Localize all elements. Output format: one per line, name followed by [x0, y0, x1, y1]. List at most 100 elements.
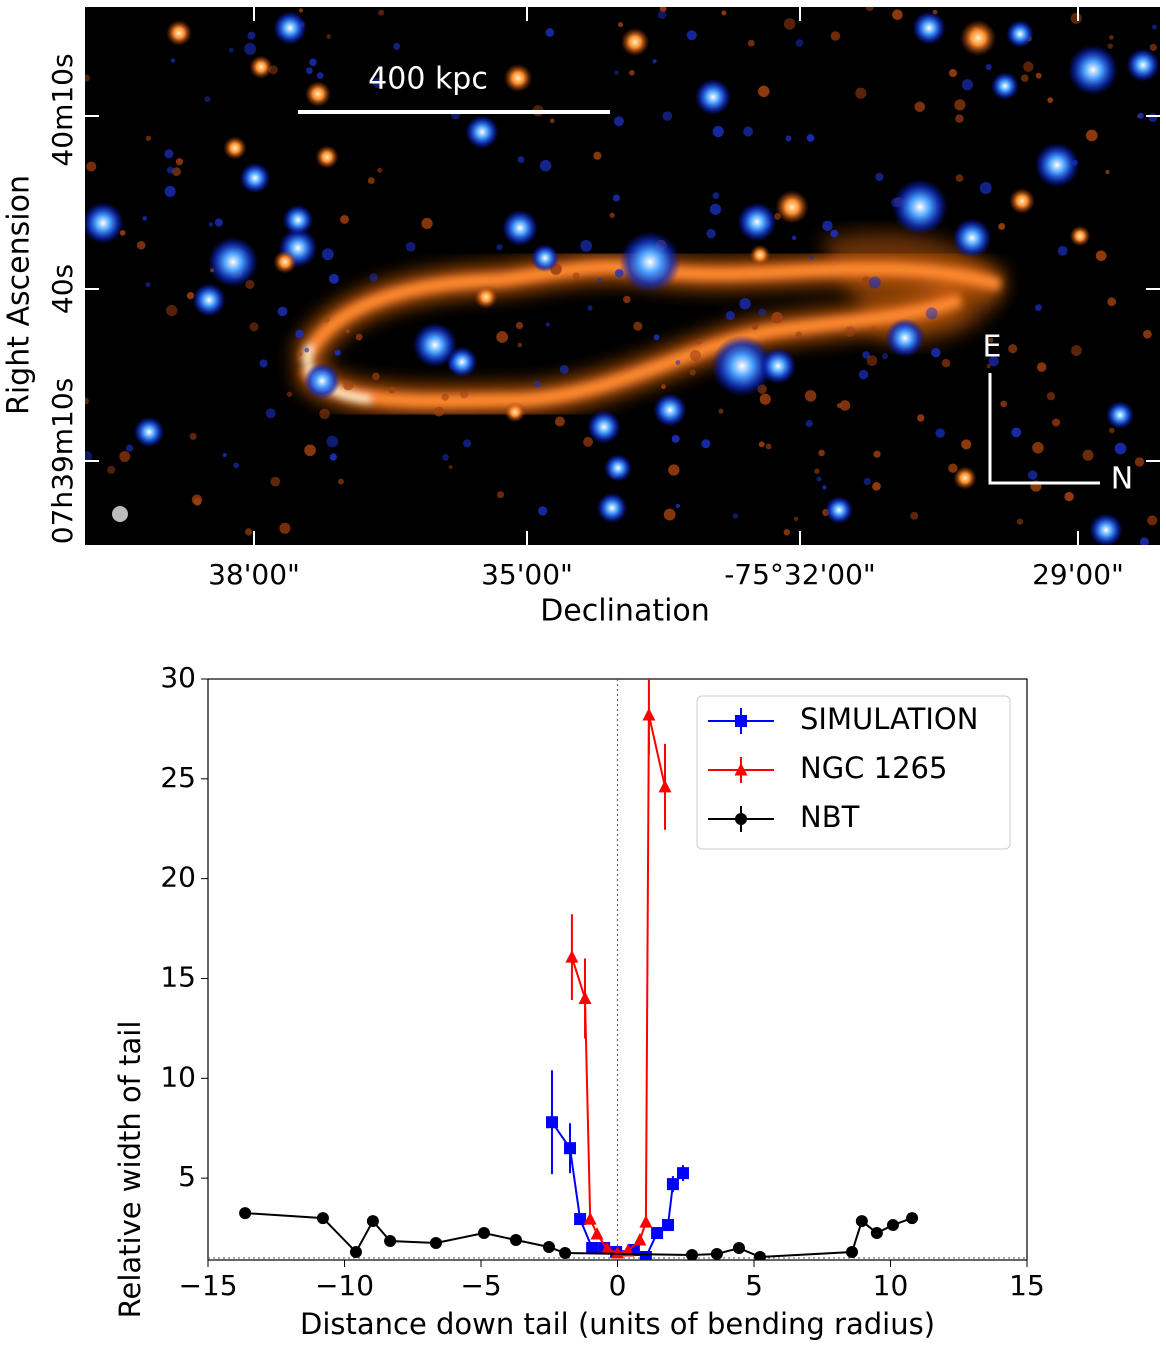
sky-speck: [689, 369, 696, 376]
sky-speck: [1143, 329, 1152, 339]
star: [1034, 142, 1080, 188]
sky-speck: [145, 282, 151, 288]
sky-speck: [961, 79, 974, 91]
star: [412, 322, 458, 368]
sky-speck: [795, 331, 802, 339]
sky-speck: [517, 156, 525, 164]
marker: [384, 1235, 397, 1248]
sky-speck: [830, 229, 839, 238]
star: [596, 492, 628, 524]
marker: [639, 1251, 652, 1260]
annotation: N: [1111, 462, 1133, 497]
sky-speck: [539, 159, 552, 172]
sky-speck: [378, 9, 385, 16]
y-tick-label: 40s: [46, 264, 79, 314]
star: [1126, 48, 1160, 82]
marker: [906, 1212, 919, 1225]
sky-speck: [955, 174, 964, 182]
marker: [677, 1167, 690, 1180]
sky-speck: [783, 529, 791, 536]
source: [223, 136, 247, 160]
sky-speck: [609, 212, 615, 218]
sky-speck: [941, 358, 951, 368]
sky-speck: [421, 217, 433, 230]
sky-speck: [175, 158, 184, 166]
sky-speck: [277, 306, 288, 317]
marker: [870, 1227, 883, 1240]
sky-speck: [228, 47, 234, 53]
sky-speck: [583, 436, 593, 447]
source: [305, 81, 331, 107]
sky-speck: [85, 451, 93, 463]
sky-speck: [765, 443, 772, 450]
sky-speck: [186, 292, 195, 300]
sky-speck: [1108, 427, 1115, 434]
source: [620, 27, 650, 57]
star: [446, 346, 478, 378]
marker: [578, 991, 592, 1004]
sky-speck: [329, 453, 337, 461]
sky-speck: [587, 305, 593, 311]
star: [1006, 20, 1034, 48]
sky-speck: [725, 311, 735, 321]
sky-speck: [1114, 442, 1127, 455]
y-axis-label: Relative width of tail: [113, 1021, 147, 1319]
sky-speck: [985, 64, 992, 71]
sky-speck: [164, 185, 176, 197]
sky-speck: [170, 58, 176, 63]
marker: [710, 1248, 723, 1260]
x-axis-label: Declination: [540, 594, 710, 629]
star: [465, 115, 499, 149]
sky-speck: [214, 218, 223, 227]
legend: SIMULATION NGC 1265 NBT: [696, 695, 1011, 850]
sky-speck: [497, 491, 505, 499]
annotation: E: [983, 330, 1002, 365]
marker: [239, 1207, 252, 1220]
sky-speck: [1095, 250, 1107, 262]
source: [953, 466, 977, 490]
sky-speck: [316, 72, 324, 80]
marker: [509, 1234, 522, 1247]
y-axis-label: Right Ascension: [2, 175, 37, 415]
marker: [732, 1242, 745, 1255]
sky-speck: [804, 390, 817, 402]
star: [273, 11, 307, 45]
sky-speck: [208, 222, 214, 227]
sky-speck: [1027, 470, 1038, 480]
sky-speck: [580, 240, 593, 252]
source: [1009, 188, 1035, 214]
sky-speck: [538, 506, 548, 516]
sky-speck: [164, 149, 174, 159]
marker: [855, 1215, 868, 1228]
sky-speck: [265, 408, 276, 419]
marker: [639, 1215, 653, 1228]
sky-speck: [1032, 441, 1044, 454]
marker: [846, 1246, 859, 1259]
sky-speck: [743, 126, 754, 137]
sky-speck: [872, 482, 881, 491]
marker: [886, 1219, 899, 1232]
sky-speck: [442, 454, 449, 461]
x-tick-label: -75°32'00": [724, 558, 876, 591]
sky-speck: [259, 359, 268, 368]
sky-speck: [1082, 449, 1094, 461]
star: [1067, 44, 1119, 96]
sky-speck: [441, 393, 449, 401]
marker: [633, 1233, 647, 1246]
legend-label: NGC 1265: [800, 751, 947, 785]
sky-speck: [816, 476, 822, 482]
sky-speck: [675, 503, 680, 509]
y-tick-label: 07h39m10s: [46, 378, 79, 545]
star: [85, 202, 124, 244]
sky-speck: [861, 276, 871, 286]
legend-label: SIMULATION: [800, 702, 978, 736]
star: [207, 236, 259, 288]
sky-speck: [319, 408, 330, 420]
sky-speck: [279, 522, 291, 534]
sky-speck: [549, 118, 555, 124]
star: [192, 283, 226, 317]
marker: [642, 707, 656, 721]
x-tick-label: 5: [745, 1269, 763, 1302]
star: [531, 244, 559, 272]
sky-speck: [783, 18, 796, 30]
